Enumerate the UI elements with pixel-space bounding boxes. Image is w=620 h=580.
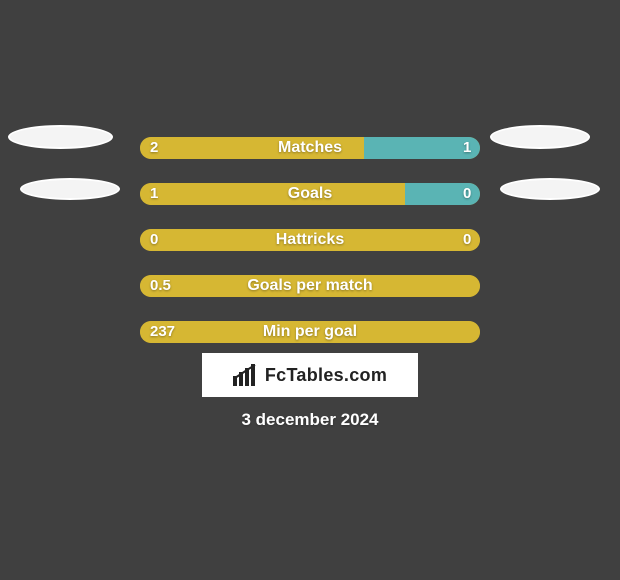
- stat-left-value: 2: [150, 137, 158, 159]
- stat-left-value: 0: [150, 229, 158, 251]
- stats-block: Matches21Goals10Hattricks00Goals per mat…: [0, 126, 620, 356]
- source-badge-text: FcTables.com: [265, 365, 387, 386]
- stat-row: Hattricks0 0: [0, 218, 620, 264]
- stat-left-value: 1: [150, 183, 158, 205]
- stat-label: Goals: [0, 183, 620, 205]
- stat-left-value: 237: [150, 321, 175, 343]
- stat-row: Matches2 1: [0, 126, 620, 172]
- stat-right-value: 1: [463, 137, 471, 159]
- stat-label: Matches: [0, 137, 620, 159]
- stat-right-value: 0: [463, 229, 471, 251]
- stat-label: Hattricks: [0, 229, 620, 251]
- stat-row: Goals1 0: [0, 172, 620, 218]
- source-badge: FcTables.com: [202, 353, 418, 397]
- date-label: 3 december 2024: [0, 410, 620, 430]
- stat-row: Min per goal237: [0, 310, 620, 356]
- comparison-infographic: Taras Stepanenko vs Å krijelj Club compe…: [0, 0, 620, 580]
- stat-label: Min per goal: [0, 321, 620, 343]
- chart-icon: [233, 364, 259, 386]
- stat-label: Goals per match: [0, 275, 620, 297]
- stat-row: Goals per match0.5: [0, 264, 620, 310]
- stat-right-value: 0: [463, 183, 471, 205]
- stat-left-value: 0.5: [150, 275, 171, 297]
